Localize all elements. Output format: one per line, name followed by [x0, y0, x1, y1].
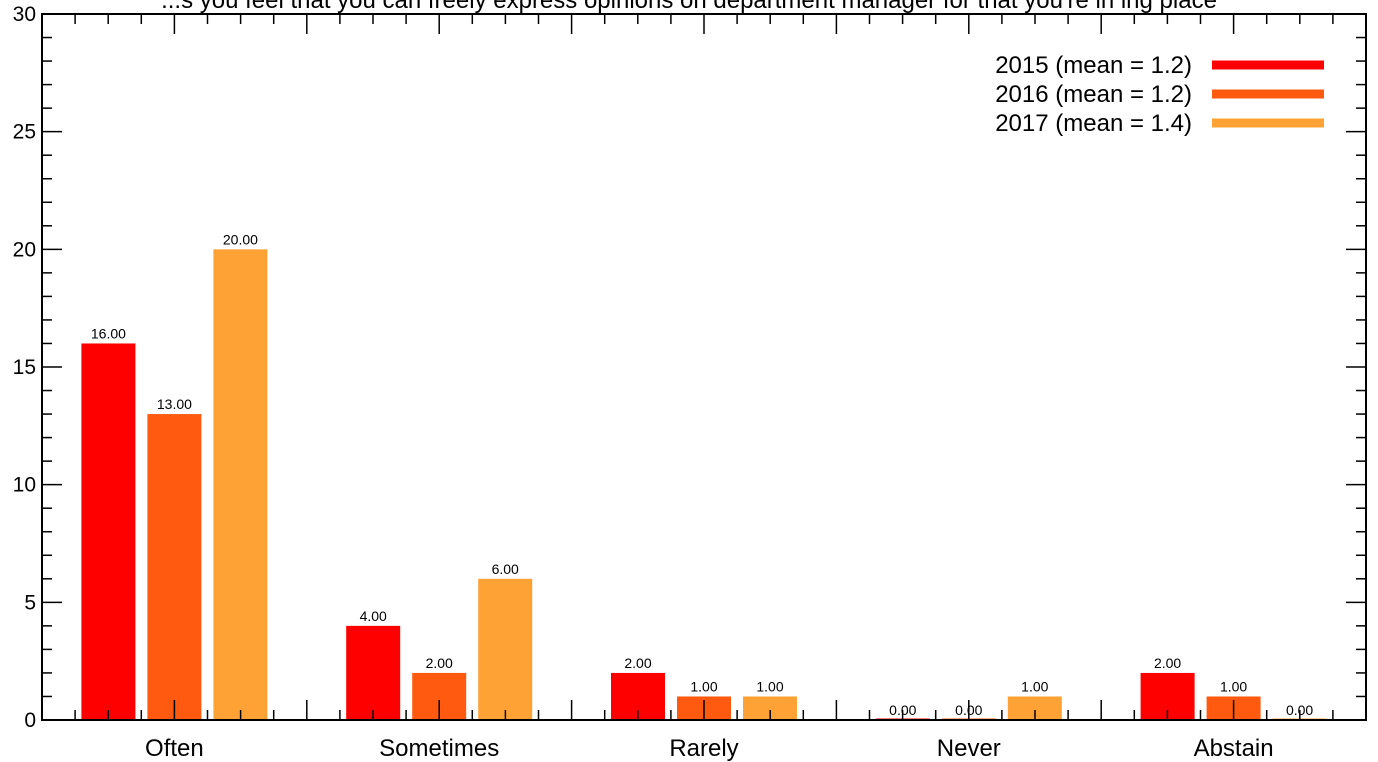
legend-label: 2015 (mean = 1.2) [995, 52, 1192, 79]
bar-value-label: 6.00 [492, 561, 519, 577]
bar-value-label: 1.00 [756, 678, 783, 694]
chart-title: ...s you feel that you can freely expres… [161, 0, 1217, 14]
y-tick-label: 5 [24, 591, 36, 614]
y-tick-label: 30 [13, 3, 36, 26]
bar-value-label: 2.00 [1154, 655, 1181, 671]
x-tick-label: Rarely [669, 735, 738, 762]
y-tick-label: 0 [24, 709, 36, 732]
bar-value-label: 4.00 [360, 608, 387, 624]
y-tick-label: 25 [13, 121, 36, 144]
bar [213, 249, 268, 721]
bar [1007, 696, 1062, 720]
legend-label: 2016 (mean = 1.2) [995, 81, 1192, 108]
legend: 2015 (mean = 1.2)2016 (mean = 1.2)2017 (… [995, 52, 1324, 137]
bar-value-label: 1.00 [690, 678, 717, 694]
bar-value-label: 1.00 [1021, 678, 1048, 694]
axes-layer: Often Sometimes Rarely Never Abstain 0 5 10 15 20… [13, 3, 1367, 762]
bar-value-label: 13.00 [157, 396, 192, 412]
y-tick-label: 20 [13, 238, 36, 261]
x-tick-label: Often [145, 735, 204, 762]
x-tick-label: Sometimes [379, 735, 499, 762]
bar-value-label: 20.00 [223, 231, 258, 247]
bar-value-label: 16.00 [91, 325, 126, 341]
x-tick-label: Never [937, 735, 1001, 762]
bar-value-label: 2.00 [426, 655, 453, 671]
x-tick-label: Abstain [1194, 735, 1274, 762]
bar [346, 625, 401, 720]
bar [478, 578, 533, 720]
legend-label: 2017 (mean = 1.4) [995, 110, 1192, 137]
y-tick-label: 10 [13, 474, 36, 497]
bar [147, 414, 202, 720]
bar [743, 696, 797, 720]
bar [81, 343, 136, 720]
bar-value-label: 2.00 [624, 655, 651, 671]
y-tick-label: 15 [13, 356, 36, 379]
bar-value-label: 1.00 [1220, 678, 1247, 694]
